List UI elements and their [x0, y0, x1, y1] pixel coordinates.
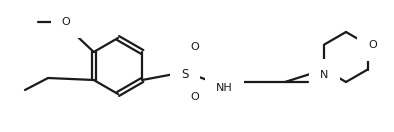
- Text: NH: NH: [216, 83, 233, 93]
- Text: O: O: [61, 17, 71, 27]
- Text: N: N: [320, 70, 329, 81]
- Text: O: O: [368, 39, 377, 50]
- Text: O: O: [191, 92, 199, 102]
- Text: O: O: [191, 42, 199, 52]
- Text: S: S: [181, 67, 189, 81]
